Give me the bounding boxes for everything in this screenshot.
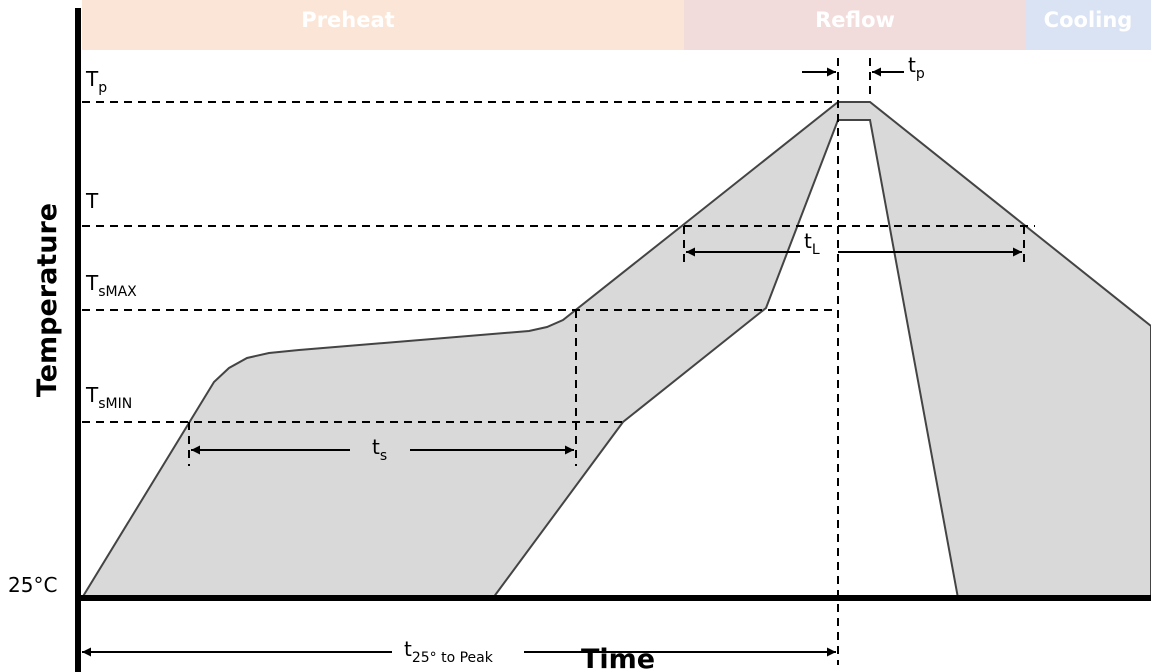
reflow-phase-band [684,0,1025,50]
ts-duration-label: ts [372,435,387,464]
y-axis-title: Temperature [32,203,63,397]
origin-temperature-label: 25°C [8,573,57,597]
x-axis-title: Time [581,644,655,672]
cooling-phase-band [1025,0,1151,50]
preheat-phase-label: Preheat [301,8,394,32]
tl-duration-label: tL [804,229,820,258]
tl-level-label: T [85,189,99,213]
profile-envelope-band [80,101,1151,599]
reflow-phase-label: Reflow [815,8,895,32]
tsmin-level-label: TsMIN [85,383,132,412]
tp-level-label: Tp [85,67,107,96]
t25-duration-label: t25° to Peak [404,637,494,666]
cooling-phase-label: Cooling [1044,8,1133,32]
preheat-phase-band [82,0,684,50]
tsmax-level-label: TsMAX [85,271,137,300]
tp-duration-label: tp [908,53,925,82]
